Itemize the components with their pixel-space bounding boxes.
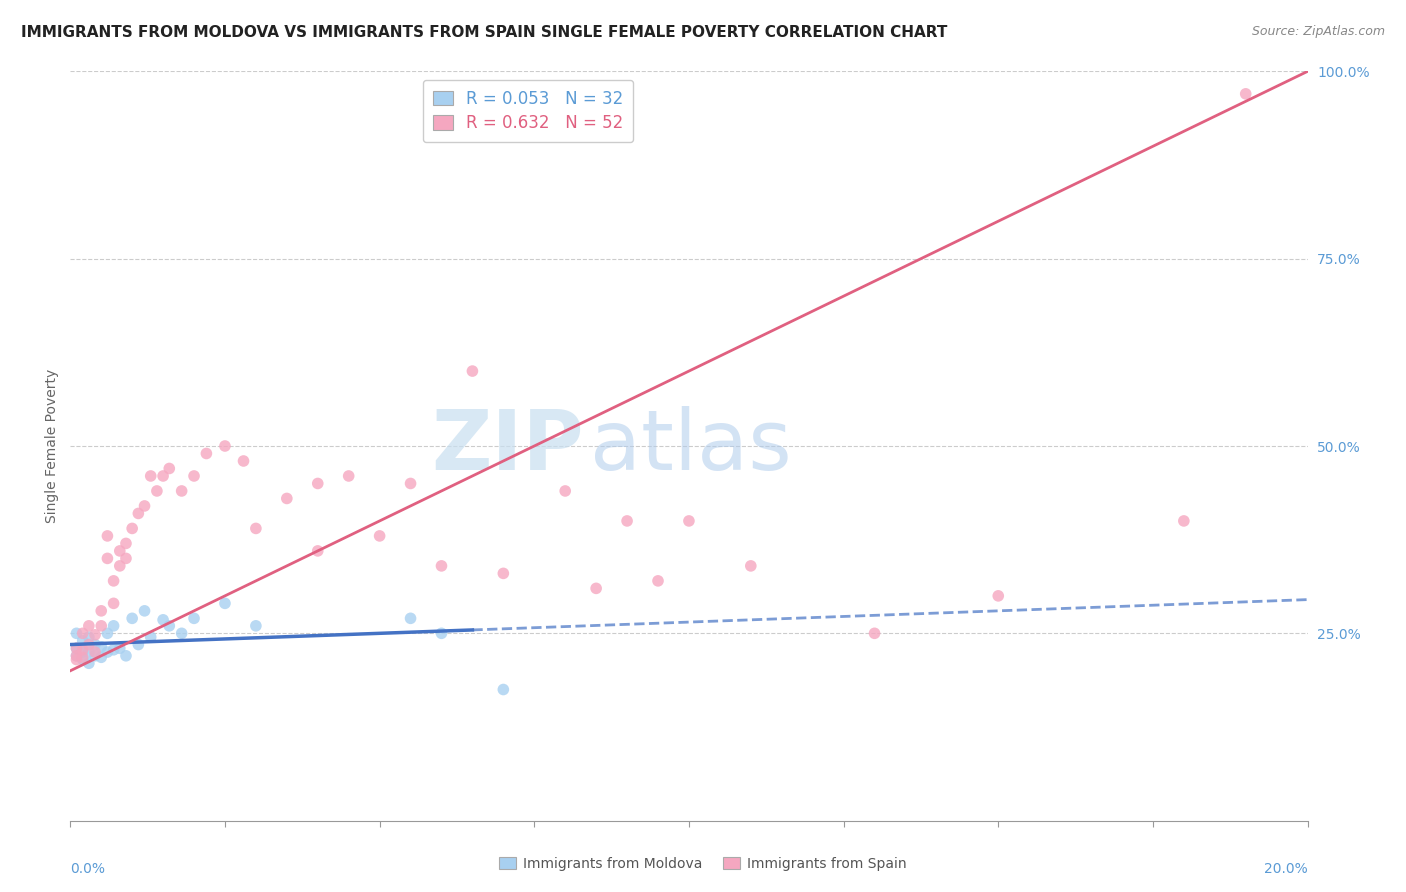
Point — [72, 650, 94, 665]
Point — [214, 439, 236, 453]
Point — [90, 619, 112, 633]
Text: ZIP: ZIP — [432, 406, 583, 486]
Point — [195, 446, 218, 460]
Point — [72, 642, 94, 657]
Point — [108, 641, 131, 656]
Point — [1173, 514, 1195, 528]
Point — [740, 558, 762, 573]
Text: atlas: atlas — [591, 406, 792, 486]
Point — [492, 566, 515, 581]
Point — [139, 469, 162, 483]
Point — [72, 633, 94, 648]
Point — [430, 626, 453, 640]
Point — [647, 574, 669, 588]
Point — [183, 611, 205, 625]
Point — [65, 641, 87, 656]
Point — [77, 657, 100, 671]
Point — [77, 619, 100, 633]
Point — [492, 682, 515, 697]
Point — [65, 641, 87, 656]
Point — [84, 628, 107, 642]
Point — [77, 638, 100, 652]
Point — [96, 551, 118, 566]
Point — [96, 645, 118, 659]
Point — [170, 483, 193, 498]
Point — [134, 604, 156, 618]
Text: Source: ZipAtlas.com: Source: ZipAtlas.com — [1251, 25, 1385, 38]
Point — [134, 499, 156, 513]
Point — [399, 611, 422, 625]
Point — [90, 640, 112, 654]
Point — [585, 582, 607, 596]
Point — [90, 604, 112, 618]
Point — [276, 491, 298, 506]
Point — [430, 558, 453, 573]
Point — [115, 536, 138, 550]
Point — [1234, 87, 1257, 101]
Point — [678, 514, 700, 528]
Point — [108, 544, 131, 558]
Point — [307, 544, 329, 558]
Point — [65, 626, 87, 640]
Point — [65, 648, 87, 663]
Point — [554, 483, 576, 498]
Point — [139, 630, 162, 644]
Point — [121, 521, 143, 535]
Point — [863, 626, 886, 640]
Point — [103, 574, 125, 588]
Point — [157, 619, 180, 633]
Point — [103, 642, 125, 657]
Point — [90, 650, 112, 665]
Point — [232, 454, 254, 468]
Y-axis label: Single Female Poverty: Single Female Poverty — [45, 369, 59, 523]
Point — [157, 461, 180, 475]
Point — [84, 638, 107, 652]
Point — [77, 630, 100, 644]
Point — [115, 648, 138, 663]
Point — [84, 648, 107, 663]
Point — [399, 476, 422, 491]
Point — [146, 483, 169, 498]
Point — [368, 529, 391, 543]
Point — [987, 589, 1010, 603]
Text: 0.0%: 0.0% — [70, 862, 105, 876]
Point — [103, 619, 125, 633]
Point — [152, 469, 174, 483]
Point — [127, 507, 149, 521]
Point — [121, 611, 143, 625]
Point — [96, 626, 118, 640]
Point — [72, 652, 94, 666]
Point — [108, 558, 131, 573]
Point — [616, 514, 638, 528]
Text: IMMIGRANTS FROM MOLDOVA VS IMMIGRANTS FROM SPAIN SINGLE FEMALE POVERTY CORRELATI: IMMIGRANTS FROM MOLDOVA VS IMMIGRANTS FR… — [21, 25, 948, 40]
Point — [245, 521, 267, 535]
Point — [461, 364, 484, 378]
Point — [183, 469, 205, 483]
Point — [84, 645, 107, 659]
Point — [152, 613, 174, 627]
Legend: R = 0.053   N = 32, R = 0.632   N = 52: R = 0.053 N = 32, R = 0.632 N = 52 — [423, 79, 633, 143]
Point — [96, 529, 118, 543]
Point — [337, 469, 360, 483]
Point — [103, 596, 125, 610]
Point — [170, 626, 193, 640]
Point — [115, 551, 138, 566]
Text: 20.0%: 20.0% — [1264, 862, 1308, 876]
Point — [127, 638, 149, 652]
Legend: Immigrants from Moldova, Immigrants from Spain: Immigrants from Moldova, Immigrants from… — [494, 851, 912, 876]
Point — [65, 648, 87, 663]
Point — [72, 626, 94, 640]
Point — [214, 596, 236, 610]
Point — [245, 619, 267, 633]
Point — [307, 476, 329, 491]
Point — [77, 645, 100, 659]
Point — [65, 652, 87, 666]
Point — [72, 645, 94, 659]
